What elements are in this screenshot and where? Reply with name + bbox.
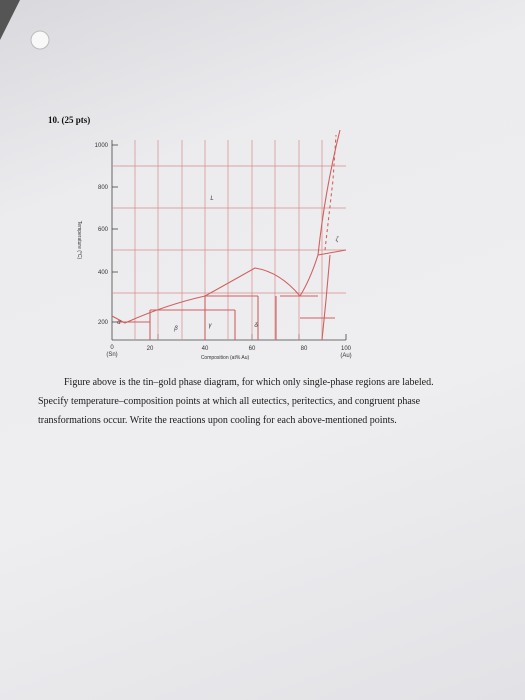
y-tick-label: 600 xyxy=(98,227,109,233)
question-line: transformations occur. Write the reactio… xyxy=(38,415,397,426)
region-label: β xyxy=(173,326,178,332)
x-ticks: 0 (Sn) 20 40 60 80 100 (Au) Composition … xyxy=(106,345,351,361)
x-axis-label: Composition (at% Au) xyxy=(201,355,250,361)
grid xyxy=(112,140,346,340)
question-line: Figure above is the tin–gold phase diagr… xyxy=(64,377,434,388)
x-tick-label: 60 xyxy=(249,346,256,352)
y-tick-label: 1000 xyxy=(95,143,109,149)
x-end-label: (Sn) xyxy=(106,352,117,358)
region-labels: L α β γ δ ζ xyxy=(117,196,339,332)
x-tick-label: 20 xyxy=(147,346,154,352)
y-tick-label: 400 xyxy=(98,270,109,276)
region-label: α xyxy=(117,320,121,326)
x-tick-label: 80 xyxy=(301,346,308,352)
y-tick-label: 200 xyxy=(98,320,109,326)
x-tick-label: 40 xyxy=(202,346,209,352)
question-line: Specify temperature–composition points a… xyxy=(38,396,421,407)
region-label: ζ xyxy=(336,237,340,243)
y-ticks: 1000 800 600 400 200 xyxy=(95,143,109,326)
question-number: 10. (25 pts) xyxy=(48,115,90,125)
region-label: δ xyxy=(254,323,258,329)
y-tick-label: 800 xyxy=(98,185,109,191)
photo-corner xyxy=(0,0,20,40)
x-tick-label: 0 xyxy=(110,345,114,351)
x-end-label: (Au) xyxy=(340,353,351,359)
y-axis-label: Temperature (°C) xyxy=(76,221,82,260)
region-label: γ xyxy=(209,323,213,329)
region-label: L xyxy=(210,196,213,202)
punch-hole xyxy=(30,30,50,50)
phase-boundaries xyxy=(111,129,347,341)
x-tick-label: 100 xyxy=(341,346,352,352)
